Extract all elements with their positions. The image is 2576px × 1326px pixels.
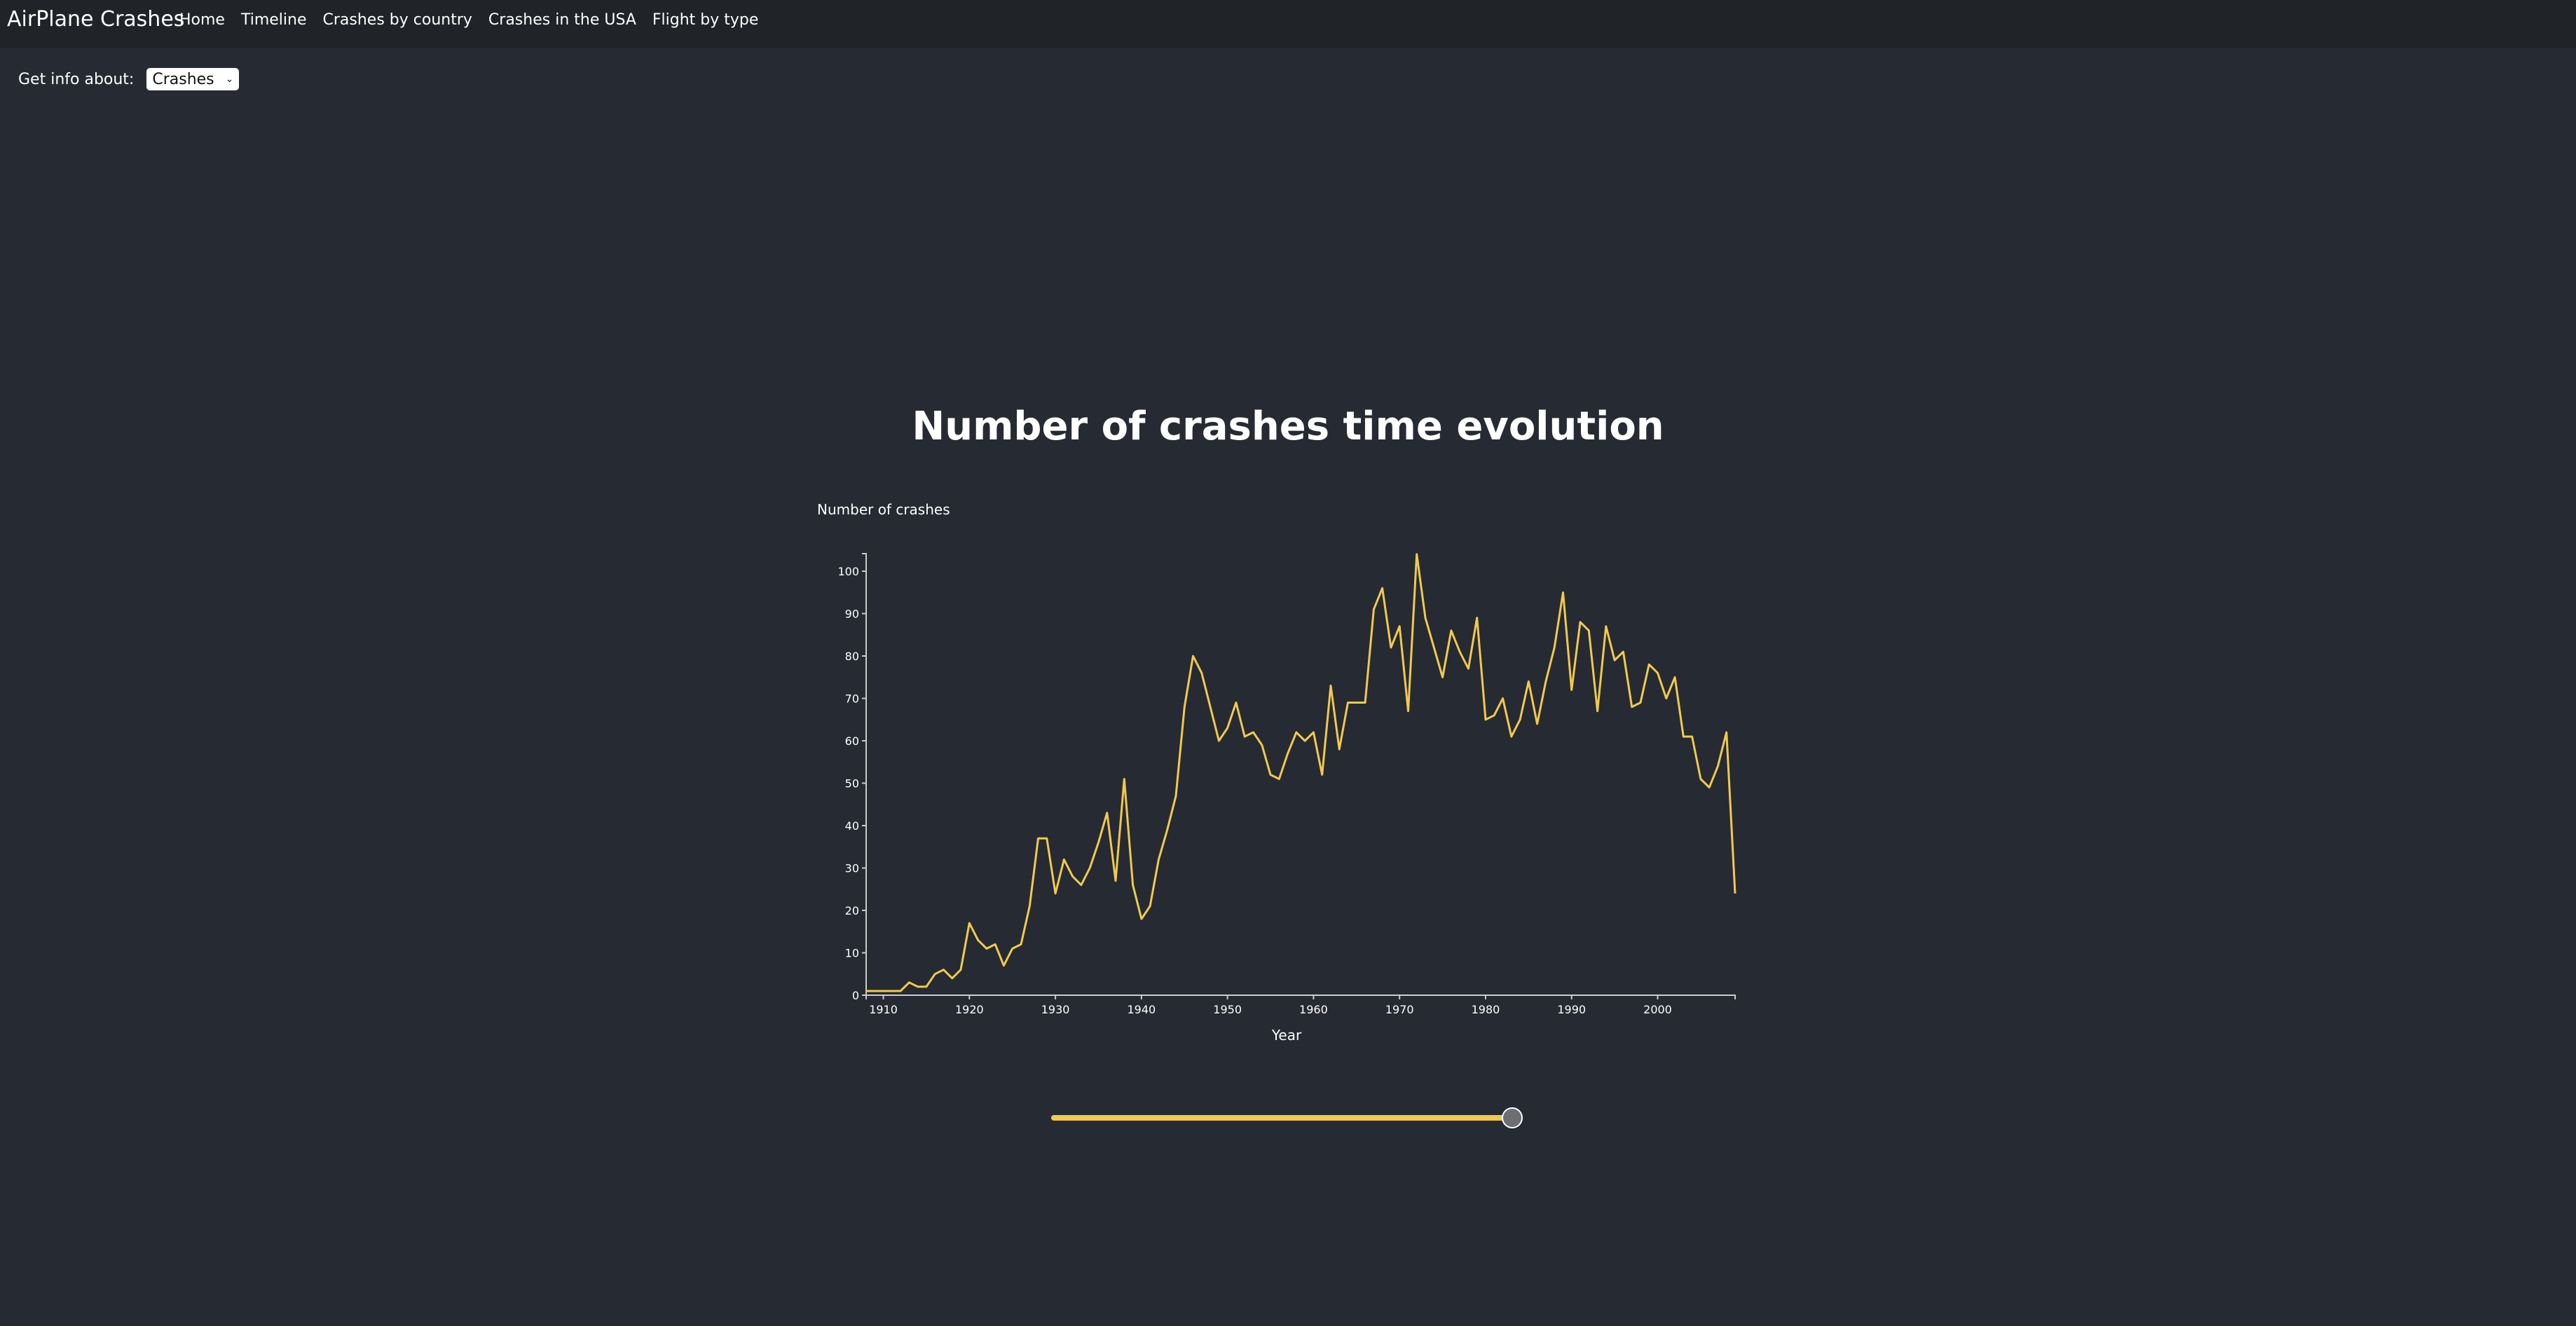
x-tick-label: 1930 [1041, 1003, 1070, 1016]
y-tick-label: 70 [845, 692, 859, 706]
x-tick-label: 1910 [869, 1003, 898, 1016]
y-tick-label: 0 [852, 989, 859, 1002]
x-tick-label: 1920 [955, 1003, 984, 1016]
slider-thumb[interactable] [1502, 1107, 1523, 1128]
x-tick-label: 1970 [1385, 1003, 1414, 1016]
chart-series [866, 553, 1736, 992]
x-tick-label: 2000 [1643, 1003, 1672, 1016]
y-axis-label: Number of crashes [817, 501, 950, 518]
chevron-down-icon: ⌄ [225, 74, 234, 85]
year-slider[interactable] [1051, 1107, 1523, 1128]
y-tick-label: 90 [845, 608, 859, 621]
y-tick-label: 10 [845, 947, 859, 960]
slider-track[interactable] [1051, 1115, 1514, 1121]
line-chart: Number of crashes Year 0 10 20 30 40 50 60 70 80… [817, 501, 1736, 1044]
chart-axes: 0 10 20 30 40 50 60 70 80 90 100 1910 1920 1930 1940 19… [837, 553, 1736, 1016]
info-label: Get info about: [18, 70, 135, 88]
nav-link-crashes-in-usa[interactable]: Crashes in the USA [488, 11, 636, 29]
nav-links: Home Timeline Crashes by country Crashes… [179, 0, 774, 39]
x-tick-label: 1940 [1128, 1003, 1156, 1016]
chart-title: Number of crashes time evolution [912, 404, 1664, 449]
y-tick-label: 40 [845, 819, 859, 833]
y-tick-label: 80 [845, 650, 859, 663]
info-row: Get info about: Crashes ⌄ [18, 67, 240, 91]
nav-link-home[interactable]: Home [179, 11, 225, 29]
info-select-value: Crashes [152, 70, 214, 88]
x-tick-label: 1990 [1557, 1003, 1586, 1016]
nav-link-flight-by-type[interactable]: Flight by type [652, 11, 759, 29]
navbar: AirPlane Crashes Home Timeline Crashes b… [0, 0, 2576, 48]
x-tick-label: 1950 [1213, 1003, 1242, 1016]
x-axis-label: Year [1271, 1027, 1302, 1044]
series-line-0 [866, 553, 1736, 992]
y-tick-label: 50 [845, 777, 859, 791]
nav-link-crashes-by-country[interactable]: Crashes by country [322, 11, 472, 29]
y-tick-label: 100 [837, 565, 859, 578]
y-axis-line [862, 553, 867, 996]
nav-link-timeline[interactable]: Timeline [240, 11, 307, 29]
x-tick-label: 1980 [1472, 1003, 1500, 1016]
y-tick-label: 60 [845, 734, 859, 748]
y-tick-label: 20 [845, 904, 859, 917]
info-select[interactable]: Crashes ⌄ [146, 68, 240, 90]
x-axis-line [865, 995, 1736, 999]
y-tick-label: 30 [845, 862, 859, 875]
brand-title[interactable]: AirPlane Crashes [7, 7, 185, 32]
x-tick-label: 1960 [1299, 1003, 1328, 1016]
